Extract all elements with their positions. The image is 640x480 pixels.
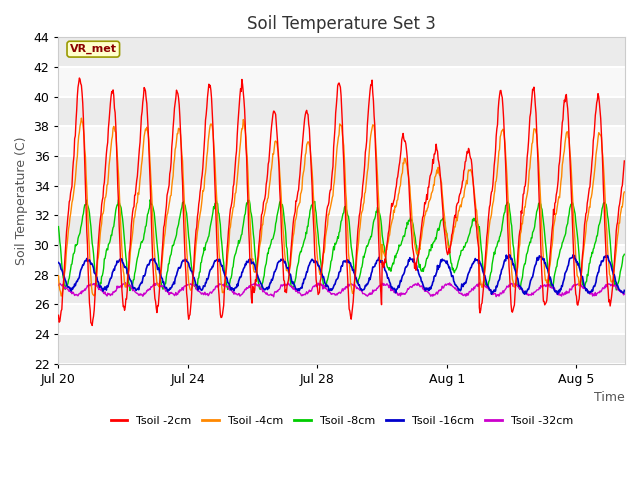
Bar bbox=[58, 275, 625, 304]
Legend: Tsoil -2cm, Tsoil -4cm, Tsoil -8cm, Tsoil -16cm, Tsoil -32cm: Tsoil -2cm, Tsoil -4cm, Tsoil -8cm, Tsoi… bbox=[106, 412, 577, 431]
Bar bbox=[58, 126, 625, 156]
Bar bbox=[58, 67, 625, 96]
Bar bbox=[58, 96, 625, 126]
Title: Soil Temperature Set 3: Soil Temperature Set 3 bbox=[247, 15, 436, 33]
Bar bbox=[58, 216, 625, 245]
Y-axis label: Soil Temperature (C): Soil Temperature (C) bbox=[15, 136, 28, 265]
Bar bbox=[58, 245, 625, 275]
Bar bbox=[58, 304, 625, 334]
Bar bbox=[58, 334, 625, 364]
Bar bbox=[58, 156, 625, 186]
X-axis label: Time: Time bbox=[595, 391, 625, 404]
Bar bbox=[58, 37, 625, 67]
Bar bbox=[58, 186, 625, 216]
Text: VR_met: VR_met bbox=[70, 44, 116, 54]
